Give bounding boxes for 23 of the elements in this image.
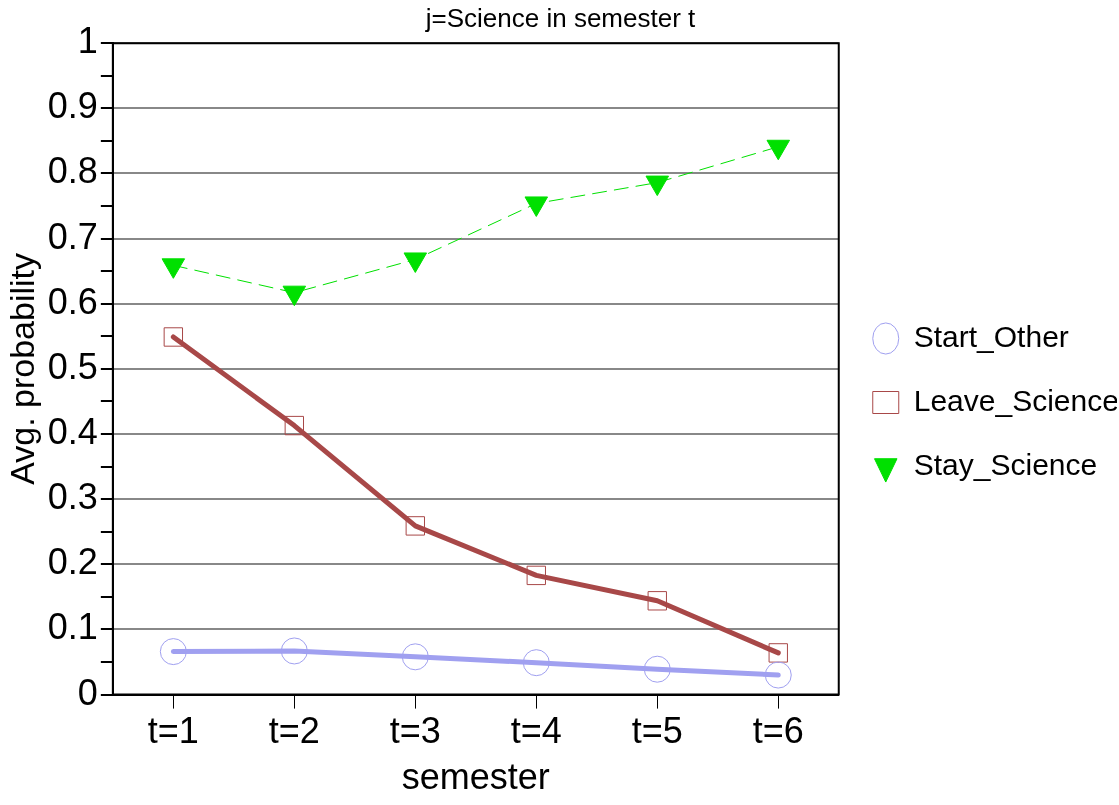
y-tick-label: 0.6 <box>47 280 98 322</box>
y-tick-label: 0.2 <box>47 541 98 583</box>
y-tick-label: 0 <box>77 671 98 713</box>
y-tick-label: 0.5 <box>47 345 98 387</box>
legend-label: Stay_Science <box>913 447 1098 481</box>
y-axis-title: Avg. probability <box>2 252 41 485</box>
y-tick-label: 0.1 <box>47 606 98 648</box>
x-tick-label: t=1 <box>147 710 199 752</box>
chart-title: j=Science in semester t <box>424 2 697 33</box>
y-tick-label: 0.9 <box>47 85 98 127</box>
x-axis-title: semester <box>401 756 550 798</box>
y-tick-label: 0.4 <box>47 410 98 452</box>
x-tick-label: t=5 <box>631 710 683 752</box>
x-tick-label: t=3 <box>389 710 441 752</box>
x-tick-label: t=2 <box>268 710 320 752</box>
y-tick-label: 1 <box>77 20 98 62</box>
x-tick-label: t=6 <box>752 710 804 752</box>
legend-label: Start_Other <box>913 319 1069 353</box>
x-tick-label: t=4 <box>510 710 562 752</box>
y-tick-label: 0.3 <box>47 476 98 518</box>
y-tick-label: 0.8 <box>47 150 98 192</box>
legend-label: Leave_Science <box>913 383 1119 417</box>
y-tick-label: 0.7 <box>47 215 98 257</box>
